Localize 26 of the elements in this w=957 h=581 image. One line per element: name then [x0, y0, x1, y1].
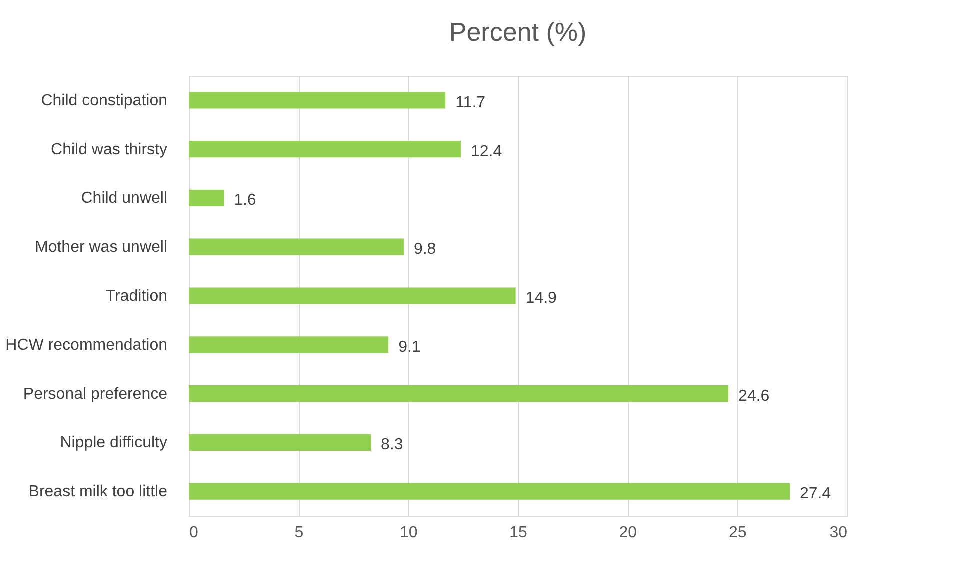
data-label: 8.3 — [381, 436, 404, 454]
chart-title: Percent (%) — [449, 17, 587, 47]
data-label: 9.1 — [398, 338, 421, 356]
y-tick-label: HCW recommendation — [6, 336, 168, 354]
x-tick-label: 30 — [830, 524, 848, 542]
data-label: 24.6 — [738, 388, 770, 405]
y-tick-label: Child constipation — [41, 92, 168, 110]
y-tick-label: Breast milk too little — [28, 484, 168, 501]
y-tick-label: Mother was unwell — [35, 239, 168, 256]
x-tick-label: 25 — [728, 524, 747, 542]
x-tick-label: 10 — [400, 524, 418, 542]
x-tick-label: 20 — [619, 524, 638, 542]
data-label: 9.8 — [414, 241, 436, 258]
x-tick-label: 0 — [190, 524, 198, 542]
y-tick-label: Personal preference — [23, 386, 168, 403]
x-tick-label: 5 — [294, 524, 304, 542]
data-label: 11.7 — [456, 94, 486, 112]
y-tick-label: Child was thirsty — [51, 141, 168, 158]
y-tick-label: Nipple difficulty — [60, 434, 168, 452]
data-label: 1.6 — [234, 192, 256, 210]
y-tick-label: Tradition — [106, 288, 168, 305]
data-label: 27.4 — [800, 486, 832, 503]
data-label: 12.4 — [470, 143, 502, 160]
y-tick-label: Child unwell — [81, 190, 168, 208]
data-label: 14.9 — [526, 290, 558, 307]
x-tick-label: 15 — [510, 524, 528, 542]
